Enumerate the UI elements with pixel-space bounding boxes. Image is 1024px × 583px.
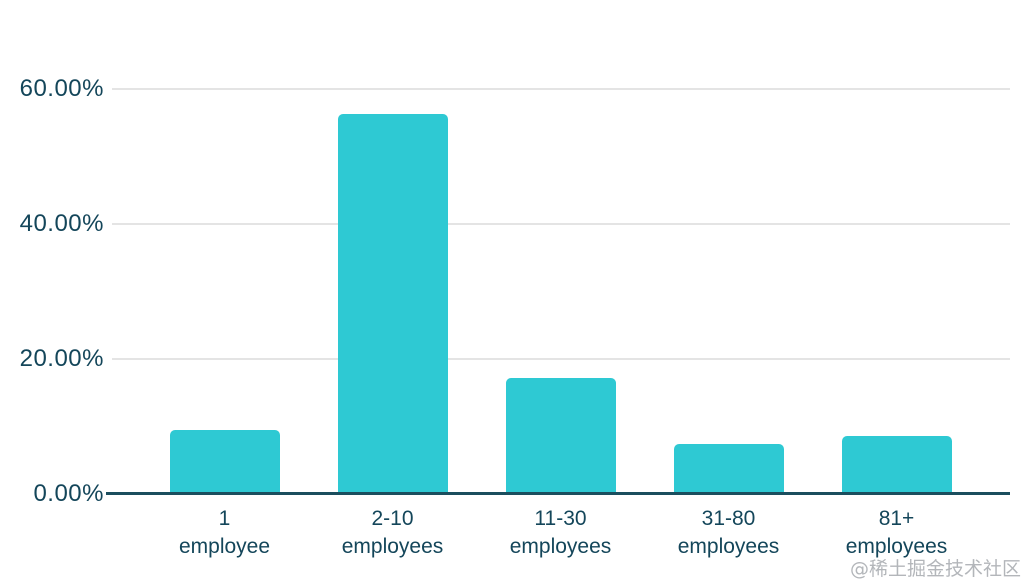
x-category-label-line: 31-80	[701, 507, 756, 530]
x-category-label-line: 81+	[878, 507, 915, 530]
x-category-label-2-10-employees: 2-10 employees	[303, 505, 483, 561]
x-category-label-81+-employees: 81+ employees	[807, 505, 987, 561]
bar-81+-employees	[841, 435, 952, 494]
x-category-label-line: 1	[218, 507, 231, 530]
x-category-label-11-30-employees: 11-30 employees	[471, 505, 651, 561]
bar-31-80-employees	[673, 444, 784, 494]
y-tick-label-20: 20.00%	[19, 345, 104, 372]
bar-1-employee	[169, 429, 280, 494]
x-category-label-line: employees	[845, 535, 948, 558]
bar-11-30-employees	[505, 377, 616, 494]
watermark: @稀土掘金技术社区	[849, 558, 1021, 580]
gridline-20	[112, 358, 1010, 360]
x-category-label-31-80-employees: 31-80 employees	[639, 505, 819, 561]
x-category-label-line: 2-10	[371, 507, 414, 530]
y-tick-label-40: 40.00%	[19, 210, 104, 237]
x-category-label-line: employees	[509, 535, 612, 558]
x-category-label-line: employees	[677, 535, 780, 558]
y-tick-label-60: 60.00%	[19, 75, 104, 102]
x-category-label-1-employee: 1 employee	[135, 505, 315, 561]
x-axis-line	[106, 492, 1010, 495]
y-axis: 0.00% 20.00% 40.00% 60.00%	[0, 75, 104, 507]
x-category-label-line: employees	[341, 535, 444, 558]
x-category-label-line: 11-30	[534, 507, 587, 530]
y-tick-label-0: 0.00%	[33, 480, 104, 507]
gridline-40	[112, 223, 1010, 225]
x-axis: 1 employee 2-10 employees 11-30 employees 31-8…	[112, 505, 1010, 575]
bar-2-10-employees	[337, 113, 448, 494]
plot-area	[106, 88, 1010, 495]
gridline-60	[112, 88, 1010, 90]
x-category-label-line: employee	[178, 535, 271, 558]
